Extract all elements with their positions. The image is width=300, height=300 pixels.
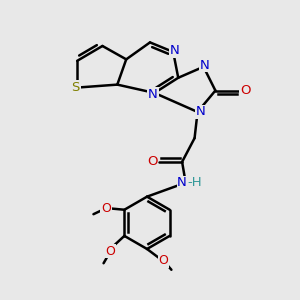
Text: N: N <box>148 88 158 101</box>
Text: O: O <box>147 155 158 168</box>
Text: -H: -H <box>187 176 202 189</box>
Text: N: N <box>196 106 206 118</box>
Text: O: O <box>101 202 111 215</box>
Text: S: S <box>71 81 80 94</box>
Text: N: N <box>200 59 210 72</box>
Text: O: O <box>240 84 250 97</box>
Text: O: O <box>159 254 169 267</box>
Text: O: O <box>106 245 115 258</box>
Text: N: N <box>170 44 179 57</box>
Text: N: N <box>177 176 187 189</box>
